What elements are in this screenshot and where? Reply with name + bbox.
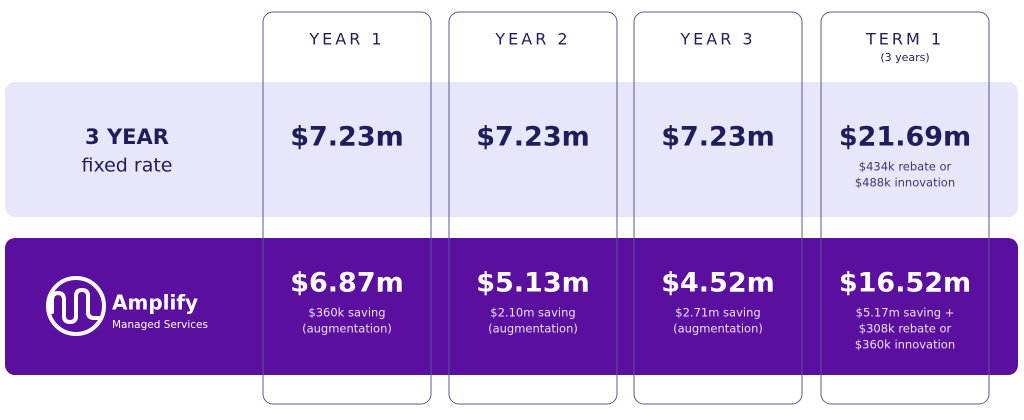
logo-circle <box>46 276 106 336</box>
amplify-logo-icon <box>46 276 106 336</box>
column-title: YEAR 3 <box>679 30 755 49</box>
row-label: fixed rate <box>81 155 172 177</box>
cell-value: $6.87m <box>290 268 404 299</box>
row-label: 3 YEAR <box>85 125 169 149</box>
cell-value: $7.23m <box>661 122 775 153</box>
column-box <box>820 11 990 405</box>
amplify-band <box>5 238 1018 375</box>
cell-note: (augmentation) <box>673 322 763 336</box>
cell-note: (augmentation) <box>488 322 578 336</box>
cell-note: $2.10m saving <box>490 306 575 320</box>
cell-note: $5.17m saving + <box>856 306 955 320</box>
column-title: YEAR 1 <box>308 30 384 49</box>
cell-note: $2.71m saving <box>675 306 760 320</box>
column-box <box>633 11 803 405</box>
cell-note: $308k rebate or <box>859 322 952 336</box>
column-box <box>448 11 618 405</box>
cell-value: $4.52m <box>661 268 775 299</box>
column-box <box>262 11 432 405</box>
cell-note: $360k innovation <box>855 338 955 352</box>
cell-note: (augmentation) <box>302 322 392 336</box>
cell-value: $16.52m <box>839 268 971 299</box>
cell-note: $488k innovation <box>855 176 955 190</box>
cell-note: $360k saving <box>308 306 385 320</box>
cell-value: $21.69m <box>839 122 971 153</box>
cell-value: $5.13m <box>476 268 590 299</box>
logo-name: Amplify <box>112 291 198 315</box>
column-subtitle: (3 years) <box>880 51 929 64</box>
column-boxes <box>262 11 990 405</box>
cell-value: $7.23m <box>476 122 590 153</box>
logo-wave <box>50 287 102 325</box>
column-title: YEAR 2 <box>494 30 570 49</box>
content: YEAR 1 YEAR 2 YEAR 3 TERM 1 (3 years) 3 YEAR f… <box>81 30 971 352</box>
cell-note: $434k rebate or <box>859 160 952 174</box>
column-title: TERM 1 <box>865 30 944 49</box>
logo-tagline: Managed Services <box>112 319 208 331</box>
fixed-rate-band <box>5 82 1018 217</box>
cell-value: $7.23m <box>290 122 404 153</box>
